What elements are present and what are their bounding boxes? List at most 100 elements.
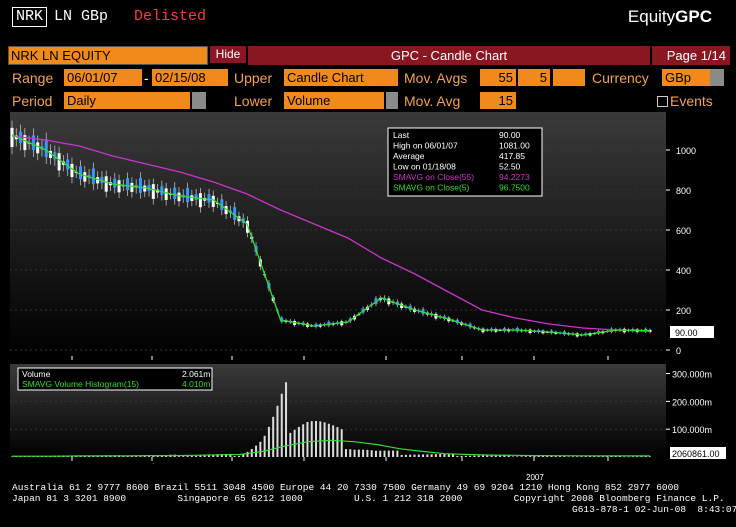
legend-row-label: Low on 01/18/08 (393, 162, 456, 172)
legend-row-label: SMAVG on Close(55) (393, 172, 474, 182)
volume-bar (212, 454, 215, 457)
volume-bar (379, 450, 382, 457)
events-checkbox[interactable] (657, 96, 668, 107)
movavg-label: Mov. Avg (404, 93, 461, 109)
volume-bar (332, 425, 335, 457)
volume-bar (563, 455, 566, 457)
movavg1-input[interactable]: 55 (480, 69, 516, 86)
volume-bar (580, 456, 583, 457)
currency-select[interactable]: GBp (662, 69, 710, 86)
volume-bar (293, 429, 296, 457)
volume-bar (541, 455, 544, 457)
volume-last-tag: 2060861.00 (672, 449, 720, 459)
volume-bar (225, 454, 228, 457)
status-badge: Delisted (134, 8, 207, 25)
volume-bar (482, 455, 485, 457)
volume-tick-label: 200.000m (672, 397, 712, 407)
volume-bar (464, 455, 467, 457)
volume-bar (199, 455, 202, 457)
upper-chart-select[interactable]: Candle Chart (284, 69, 398, 86)
sma55-line (11, 135, 651, 332)
volume-bar (447, 453, 450, 457)
volume-bar (259, 441, 262, 457)
legend-row-value: 1081.00 (499, 141, 530, 151)
volume-bar (486, 455, 489, 457)
volume-bar (195, 455, 198, 457)
currency-dropdown-arrow[interactable] (710, 69, 724, 86)
period-label: Period (12, 93, 53, 109)
volume-bar (392, 450, 395, 457)
volume-last-tag-bg (670, 447, 726, 459)
time-tick-label: Jan 31 (601, 462, 624, 464)
legend-row-label: Volume (22, 369, 51, 379)
candle-body (117, 180, 121, 193)
candle-body (224, 206, 228, 214)
volume-bar (430, 454, 433, 457)
volume-bar (83, 456, 86, 457)
hide-button[interactable]: Hide (210, 46, 246, 63)
volume-bar (584, 456, 587, 457)
security-field[interactable]: NRK LN EQUITY (8, 46, 208, 65)
candle-body (207, 194, 211, 203)
range-to-input[interactable]: 02/15/08 (152, 69, 228, 86)
price-tick-label: 600 (676, 226, 691, 236)
volume-bar (610, 456, 613, 457)
footer-contacts-1: Australia 61 2 9777 8600 Brazil 5511 304… (12, 482, 680, 493)
volume-bar (473, 455, 476, 457)
volume-bar (349, 449, 352, 457)
page-indicator[interactable]: Page 1/14 (652, 46, 730, 65)
legend-row-value: 90.00 (499, 130, 521, 140)
period-select[interactable]: Daily (64, 92, 190, 109)
upper-label: Upper (234, 70, 273, 86)
candle-body (57, 153, 61, 171)
lower-dropdown-arrow[interactable] (386, 92, 398, 109)
range-label: Range (12, 70, 54, 86)
legend-row-label: SMAVG Volume Histogram(15) (22, 379, 139, 389)
volume-bar (533, 455, 536, 457)
lower-chart-select[interactable]: Volume (284, 92, 384, 109)
lower-label: Lower (234, 93, 273, 109)
volume-bar (177, 456, 180, 457)
volume-bar (353, 449, 356, 457)
volume-bar (246, 451, 249, 457)
price-tick-label: 1000 (676, 146, 696, 156)
volume-bar (79, 456, 82, 457)
volume-bar (182, 456, 185, 457)
legend-row-value: 96.7500 (499, 183, 530, 193)
volume-bar (477, 455, 480, 457)
volume-bar (546, 455, 549, 457)
volume-bar (452, 453, 455, 457)
candle-body (113, 178, 117, 188)
volume-bar (537, 455, 540, 457)
candle-body (151, 184, 155, 199)
candle-body (138, 177, 142, 193)
volume-bar (413, 454, 416, 457)
volume-bar (619, 456, 622, 457)
volume-bar (190, 455, 193, 457)
volume-bar (370, 450, 373, 457)
volume-bar (567, 456, 570, 458)
volume-bar (267, 426, 270, 457)
range-from-input[interactable]: 06/01/07 (64, 69, 142, 86)
events-label[interactable]: Events (670, 93, 713, 109)
period-dropdown-arrow[interactable] (192, 92, 206, 109)
volume-bar (374, 450, 377, 457)
volume-bar (11, 456, 13, 458)
candle-body (91, 168, 95, 185)
candle-body (104, 176, 108, 192)
movavg-lower-input[interactable]: 15 (480, 92, 516, 109)
movavg3-input[interactable] (553, 69, 585, 86)
price-last-tag-bg (670, 326, 714, 338)
volume-bar (88, 456, 91, 457)
volume-bar (216, 454, 219, 457)
movavg2-input[interactable]: 5 (518, 69, 550, 86)
time-tick-label: Nov 30 (455, 462, 479, 464)
candle-body (31, 135, 35, 151)
volume-bar (516, 456, 519, 457)
volume-bar (426, 454, 429, 457)
volume-bar (507, 455, 510, 457)
lower-legend: Volume 2.061m SMAVG Volume Histogram(15) 4.… (17, 367, 213, 391)
footer-contacts-2: Japan 81 3 3201 8900 Singapore 65 6212 1… (12, 493, 725, 504)
footer-timestamp: G613-878-1 02-Jun-08 8:43:07 (572, 504, 736, 515)
ticker-box: NRK (12, 7, 48, 27)
